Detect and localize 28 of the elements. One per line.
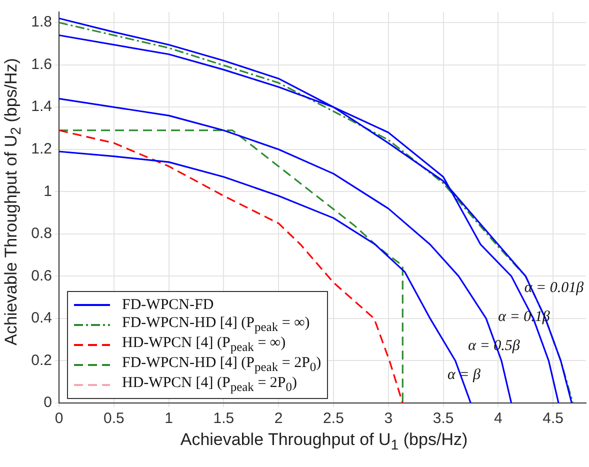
legend-label: FD-WPCN-FD [122, 296, 214, 314]
x-tick-label: 0.5 [103, 410, 124, 428]
y-tick-label: 1.6 [31, 56, 52, 73]
y-tick-label: 0 [44, 394, 52, 412]
y-tick-label: 0.6 [31, 267, 52, 284]
x-tick-label: 3.5 [432, 410, 454, 428]
y-tick-label: 1.4 [31, 98, 52, 116]
x-axis-title: Achievable Throughput of U$_{1}$ (bps/Hz) [179, 430, 469, 454]
legend-label: FD-WPCN-HD [4] (P$_{peak}$ = ∞) [122, 315, 310, 335]
y-tick-label: 1.2 [31, 140, 52, 158]
line-series [59, 130, 404, 403]
x-tick-label: 3 [384, 410, 393, 428]
x-tick-label: 2.5 [323, 410, 344, 428]
legend-label: HD-WPCN [4] (P$_{peak}$ = 2P$_{0}$) [122, 375, 297, 395]
x-tick-label: 4.5 [542, 410, 564, 428]
annotation: α = β [448, 366, 482, 383]
y-tick-label: 0.4 [31, 310, 52, 327]
y-tick-label: 0.2 [31, 352, 52, 369]
x-tick-label: 1.5 [213, 410, 234, 428]
x-tick-label: 4 [494, 410, 502, 428]
legend-label: FD-WPCN-HD [4] (P$_{peak}$ = 2P$_{0}$) [122, 355, 322, 375]
legend-label: HD-WPCN [4] (P$_{peak}$ = ∞) [122, 335, 286, 355]
x-tick-label: 0 [54, 410, 64, 428]
x-tick-label: 2 [274, 410, 283, 428]
y-tick-label: 0.8 [31, 225, 52, 242]
y-tick-label: 1.8 [31, 14, 52, 31]
y-tick-label: 1 [44, 182, 52, 200]
x-tick-label: 1 [164, 410, 173, 428]
